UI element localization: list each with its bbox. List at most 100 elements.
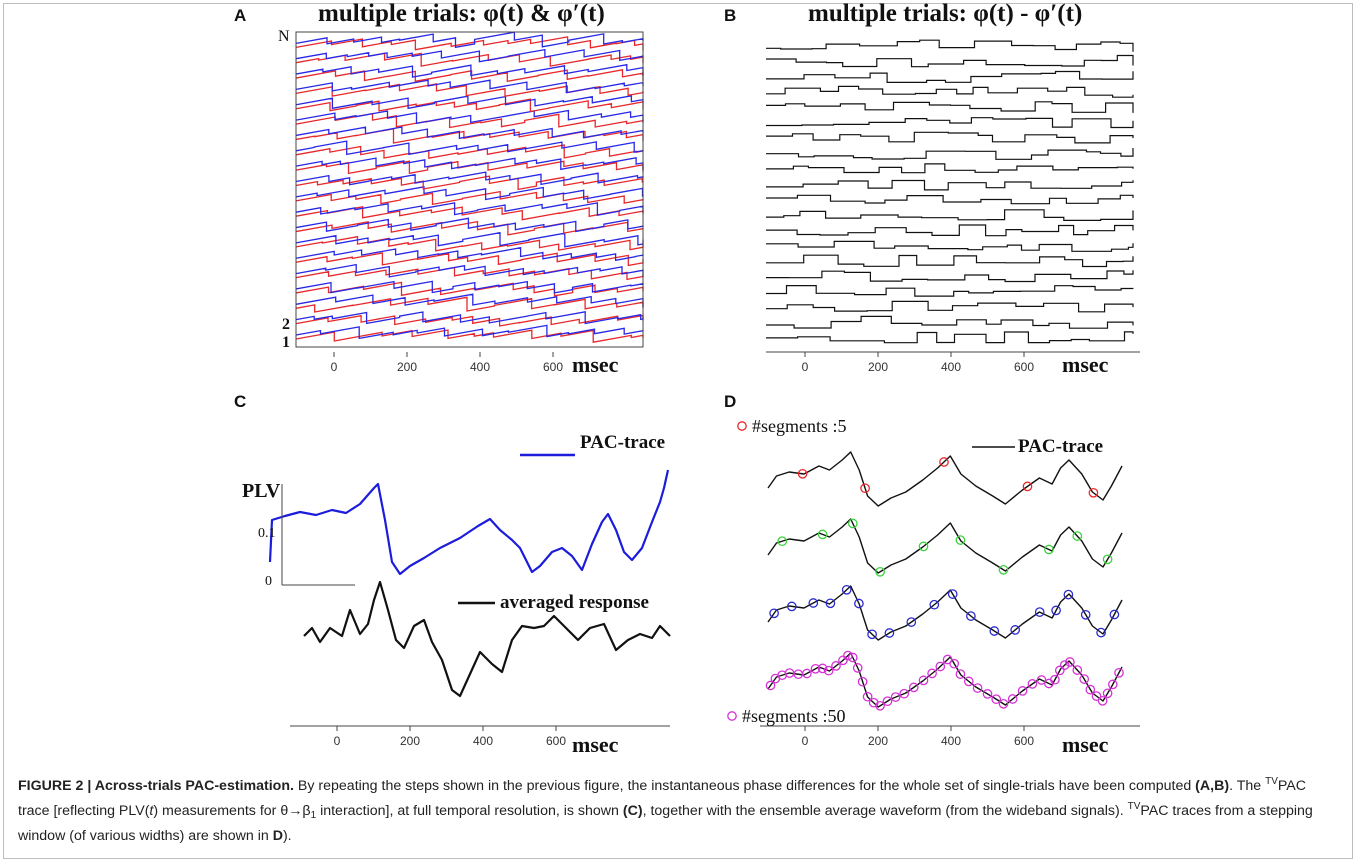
panel-d-marker-seg50	[857, 676, 868, 687]
panel-d-marker-seg50	[831, 661, 841, 671]
panel-b-trace	[766, 285, 1134, 297]
panel-d-marker-seg50	[927, 668, 937, 679]
panel-c-tick-label: 0	[333, 734, 341, 748]
panel-d-marker-seg50	[817, 663, 828, 674]
panel-d-marker-seg50	[991, 694, 1002, 705]
panel-d-marker-seg10	[875, 566, 885, 577]
panel-d-marker-seg50	[882, 696, 893, 707]
panel-d-marker-seg50	[1050, 674, 1060, 685]
panel-a-trace-blue	[295, 126, 644, 140]
panel-a-trace-blue	[295, 79, 644, 94]
caption-figure-label: FIGURE 2 | Across-trials PAC-estimation.	[18, 778, 294, 794]
panel-d-marker-seg20	[1010, 625, 1021, 635]
panel-b-trace	[766, 148, 1134, 160]
panel-a-trace-blue	[295, 231, 644, 248]
panel-a-trace-red	[295, 190, 644, 206]
panel-d-marker-seg20	[786, 601, 797, 612]
panel-b-trace	[766, 209, 1134, 221]
panel-d-marker-seg5	[1088, 487, 1099, 498]
panel-d-marker-seg10	[955, 535, 966, 545]
caption-part7: PAC traces from a stepping window (of va…	[18, 802, 1313, 845]
panel-d-marker-seg50	[935, 661, 946, 672]
panel-a-traces	[295, 31, 644, 343]
panel-a-trace-blue	[295, 263, 644, 278]
panel-a-trace-blue	[295, 63, 644, 78]
panel-a-trace-blue	[295, 171, 644, 186]
panel-a-trace-red	[295, 83, 644, 97]
caption-tv2: TV	[1127, 800, 1141, 812]
caption-t: t	[149, 802, 154, 819]
panel-d-marker-seg20	[1034, 607, 1045, 617]
panel-a-trace-red	[295, 252, 644, 267]
panel-d-marker-seg50	[963, 676, 974, 687]
panel-b-trace	[766, 300, 1134, 313]
caption-ref-ab: (A,B)	[1195, 778, 1230, 794]
panel-d-traces	[727, 421, 1124, 721]
panel-a-row-n: N	[278, 28, 290, 45]
panel-a-trace-blue	[295, 95, 644, 110]
panel-d-marker-seg50	[890, 692, 901, 702]
panel-d-marker-seg20	[1109, 609, 1120, 620]
panel-a-trace-blue	[295, 48, 644, 63]
panel-b-trace	[766, 224, 1134, 237]
panel-c-legend-avg: averaged response	[500, 592, 649, 613]
panel-d-marker-seg50	[1107, 679, 1118, 690]
panel-d-legend-seg5-marker	[737, 421, 747, 431]
panel-d-marker-seg50	[1054, 665, 1065, 676]
panel-b-title: multiple trials: φ(t) - φ′(t)	[808, 0, 1083, 27]
caption-part4: ) measurements for θ→β	[153, 802, 311, 819]
panel-a-xlabel: msec	[572, 352, 619, 377]
panel-d-marker-seg20	[1080, 609, 1091, 620]
panel-d-marker-seg20	[867, 629, 877, 640]
panel-d-marker-seg20	[854, 598, 864, 609]
panel-d-marker-seg10	[777, 536, 788, 547]
panel-a-trace-blue	[295, 202, 644, 216]
panel-d-marker-seg20	[884, 628, 895, 638]
panel-a-trace-red	[295, 36, 644, 51]
panel-b-trace	[766, 117, 1134, 129]
panel-a-tick-label: 600	[542, 360, 564, 374]
panel-a-tick-label: 200	[396, 360, 418, 374]
panel-d-marker-seg50	[972, 683, 983, 693]
caption-sub1: 1	[310, 809, 317, 821]
panel-d-marker-seg50	[1097, 695, 1108, 706]
panel-c-letter: C	[234, 392, 247, 411]
panel-d-letter: D	[724, 392, 737, 411]
panel-d-marker-seg50	[918, 675, 929, 686]
panel-c-pac-trace	[268, 469, 670, 576]
panel-d-marker-seg50	[810, 663, 821, 674]
panel-d-pac-trace	[767, 451, 1123, 507]
panel-d-marker-seg50	[875, 700, 885, 711]
panel-d-tick-label: 600	[1013, 734, 1035, 748]
panel-a-trace-blue	[295, 109, 644, 125]
panel-b-trace	[766, 331, 1134, 344]
caption-tv1: TV	[1265, 776, 1278, 787]
panel-d-marker-seg20	[1096, 627, 1106, 638]
panel-b-xlabel: msec	[1062, 352, 1109, 377]
panel-d-legend-pac: PAC-trace	[1018, 436, 1104, 457]
panel-b-trace	[766, 70, 1134, 83]
panel-a-trace-blue	[295, 157, 644, 171]
panel-b-trace	[766, 85, 1134, 98]
panel-d-marker-seg5	[1022, 481, 1033, 492]
panel-d-marker-seg20	[947, 589, 958, 599]
panel-b-trace	[766, 131, 1134, 144]
panel-b-tick-label: 400	[940, 360, 962, 374]
panel-a-axes-box	[295, 31, 644, 348]
panel-a-trace-blue	[295, 246, 644, 262]
panel-d-marker-seg50	[843, 650, 853, 661]
panel-c-averaged-response	[303, 580, 671, 698]
panel-d-marker-seg20	[1051, 605, 1061, 616]
panel-a-trace-blue	[295, 140, 644, 156]
panel-d-marker-seg50	[1079, 674, 1090, 684]
panel-d-marker-seg50	[998, 698, 1009, 709]
caption-ref-c: (C)	[622, 802, 643, 819]
panel-d-marker-seg50	[765, 680, 776, 691]
panel-d-marker-seg50	[1007, 694, 1018, 704]
panel-d-marker-seg50	[1085, 684, 1096, 695]
caption-part6: , together with the ensemble average wav…	[642, 802, 1128, 819]
panel-c-ytick-0: 0	[265, 574, 272, 589]
panel-b-trace	[766, 54, 1134, 68]
panel-d-marker-seg10	[1072, 531, 1083, 541]
panel-d-marker-seg50	[1065, 657, 1075, 667]
